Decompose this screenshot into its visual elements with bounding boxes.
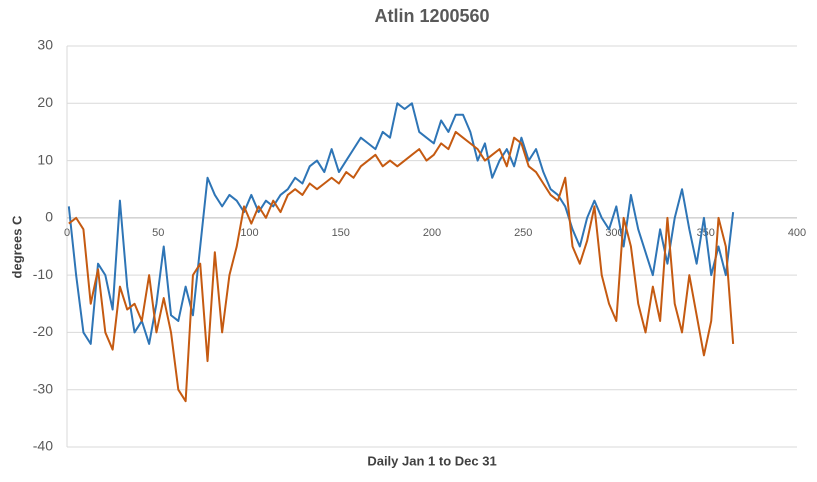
y-tick-label: 0 [45, 209, 53, 225]
y-tick-label: 10 [37, 151, 53, 167]
chart-title: Atlin 1200560 [374, 6, 489, 26]
y-axis-title: degrees C [9, 215, 24, 278]
x-tick-label: 100 [240, 227, 258, 239]
data-line [67, 102, 735, 345]
y-tick-label: 30 [37, 37, 53, 53]
data-line [68, 130, 735, 403]
x-axis-title: Daily Jan 1 to Dec 31 [367, 453, 496, 468]
y-tick-label: 20 [37, 94, 53, 110]
x-tick-label: 150 [332, 227, 350, 239]
y-tick-label: -10 [33, 266, 53, 282]
y-tick-label: -30 [33, 380, 53, 396]
y-tick-label: -40 [33, 438, 53, 454]
x-tick-label: 400 [788, 227, 806, 239]
x-tick-label: 0 [64, 227, 70, 239]
x-tick-label: 250 [514, 227, 532, 239]
x-tick-label: 50 [152, 227, 164, 239]
y-tick-label: -20 [33, 323, 53, 339]
x-tick-label: 200 [423, 227, 441, 239]
